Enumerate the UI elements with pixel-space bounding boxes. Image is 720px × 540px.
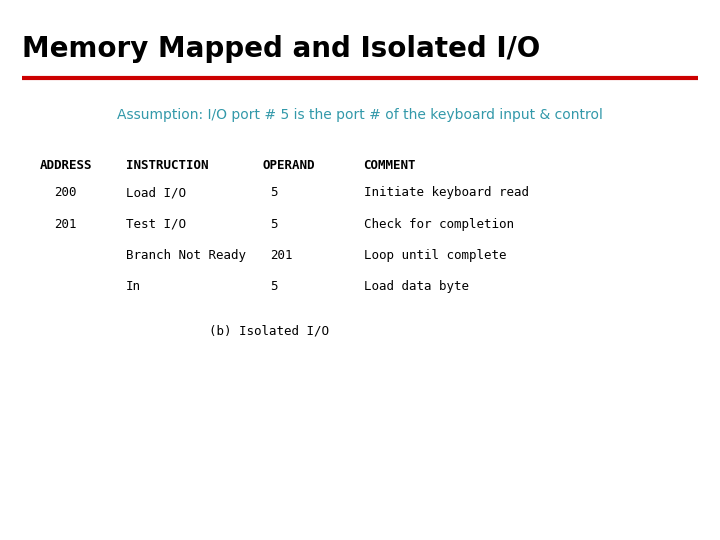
- Text: (b) Isolated I/O: (b) Isolated I/O: [209, 324, 329, 337]
- Text: Check for completion: Check for completion: [364, 218, 513, 231]
- Text: 5: 5: [270, 218, 277, 231]
- Text: OPERAND: OPERAND: [263, 159, 315, 172]
- Text: Assumption: I/O port # 5 is the port # of the keyboard input & control: Assumption: I/O port # 5 is the port # o…: [117, 108, 603, 122]
- Text: Branch Not Ready: Branch Not Ready: [126, 249, 246, 262]
- Text: Test I/O: Test I/O: [126, 218, 186, 231]
- Text: Load data byte: Load data byte: [364, 280, 469, 293]
- Text: Initiate keyboard read: Initiate keyboard read: [364, 186, 528, 199]
- Text: 5: 5: [270, 280, 277, 293]
- Text: Loop until complete: Loop until complete: [364, 249, 506, 262]
- Text: 201: 201: [270, 249, 292, 262]
- Text: INSTRUCTION: INSTRUCTION: [126, 159, 209, 172]
- Text: Load I/O: Load I/O: [126, 186, 186, 199]
- Text: ADDRESS: ADDRESS: [40, 159, 92, 172]
- Text: 5: 5: [270, 186, 277, 199]
- Text: Memory Mapped and Isolated I/O: Memory Mapped and Isolated I/O: [22, 35, 540, 63]
- Text: 201: 201: [54, 218, 76, 231]
- Text: 200: 200: [54, 186, 76, 199]
- Text: COMMENT: COMMENT: [364, 159, 416, 172]
- Text: In: In: [126, 280, 141, 293]
